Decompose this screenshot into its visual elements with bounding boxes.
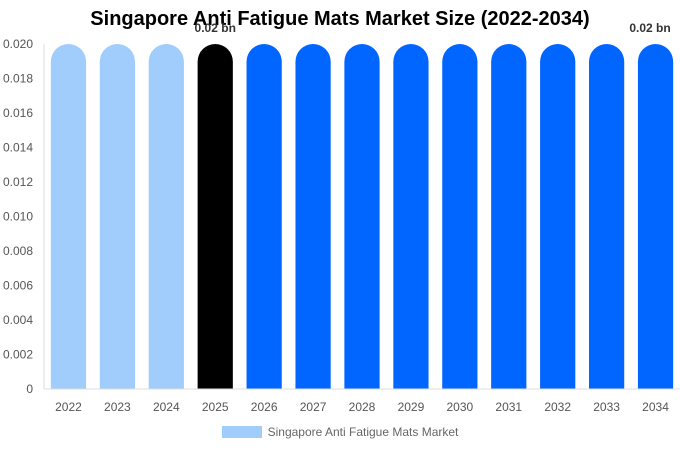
y-tick-label: 0.020 (3, 37, 33, 51)
x-tick-label: 2022 (55, 400, 82, 414)
bar-2034 (637, 44, 674, 389)
y-tick-label: 0 (26, 382, 33, 396)
y-tick-label: 0.006 (3, 279, 33, 293)
bar-2033 (589, 43, 625, 389)
bar-chart: 0 0.002 0.004 0.006 0.008 0.010 0.012 0.014 0.01… (3, 21, 680, 414)
legend-swatch (221, 426, 262, 438)
x-tick-label: 2032 (544, 400, 571, 414)
bar-2024 (148, 44, 184, 389)
bar-2025 (197, 44, 233, 389)
bar-2029 (393, 44, 429, 389)
data-labels: 0.02 bn 0.02 bn (195, 21, 671, 35)
legend: Singapore Anti Fatigue Mats Market (0, 425, 680, 439)
data-label: 0.02 bn (195, 21, 236, 35)
y-tick-label: 0.010 (3, 210, 33, 224)
x-axis: 2022 2023 2024 2025 2026 2027 2028 2029 2030 2031… (44, 388, 680, 414)
bar-2031 (491, 44, 527, 390)
bar-2028 (344, 44, 380, 389)
x-tick-label: 2029 (398, 400, 425, 414)
y-tick-label: 0.008 (3, 244, 33, 258)
x-tick-label: 2028 (349, 400, 376, 414)
bar-2027 (295, 44, 331, 389)
y-tick-label: 0.016 (3, 106, 33, 120)
y-tick-label: 0.014 (3, 141, 33, 155)
bar-2022 (50, 44, 87, 389)
bars (50, 43, 674, 390)
bar-2032 (540, 44, 576, 389)
chart-title: Singapore Anti Fatigue Mats Market Size … (90, 8, 590, 30)
bar-2023 (99, 44, 135, 389)
legend-label: Singapore Anti Fatigue Mats Market (267, 425, 459, 439)
x-tick-label: 2033 (593, 400, 620, 414)
bar-2026 (246, 44, 282, 389)
x-tick-label: 2026 (251, 400, 278, 414)
y-tick-label: 0.002 (3, 348, 33, 362)
x-tick-label: 2024 (153, 400, 180, 414)
y-tick-label: 0.018 (3, 72, 33, 86)
x-tick-label: 2023 (104, 400, 131, 414)
y-axis: 0 0.002 0.004 0.006 0.008 0.010 0.012 0.014 0.01… (3, 37, 45, 396)
data-label: 0.02 bn (629, 21, 670, 35)
x-tick-label: 2031 (495, 400, 522, 414)
y-tick-label: 0.012 (3, 175, 33, 189)
x-tick-label: 2027 (300, 400, 327, 414)
x-tick-label: 2034 (642, 400, 669, 414)
x-tick-label: 2025 (202, 400, 229, 414)
bar-2030 (442, 44, 478, 389)
y-tick-label: 0.004 (3, 313, 33, 327)
x-tick-label: 2030 (446, 400, 473, 414)
